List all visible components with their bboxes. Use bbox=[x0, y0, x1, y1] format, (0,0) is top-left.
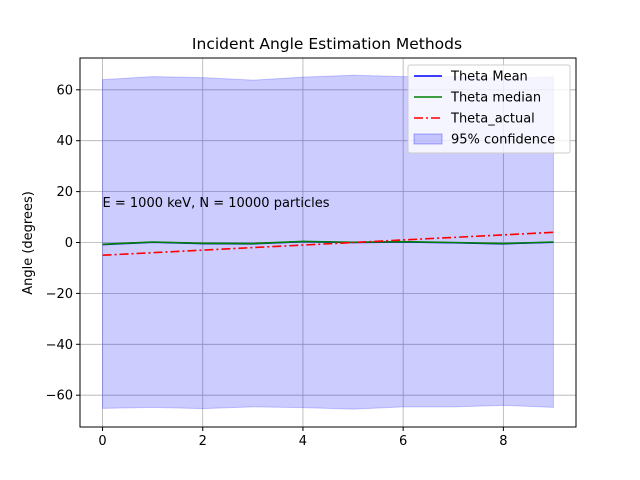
legend-swatch-95-confidence bbox=[413, 133, 443, 145]
x-tick-label: 8 bbox=[499, 434, 507, 449]
y-tick-label: 20 bbox=[56, 185, 73, 200]
x-tick-label: 2 bbox=[199, 434, 207, 449]
y-axis-label: Angle (degrees) bbox=[21, 191, 36, 295]
chart-title: Incident Angle Estimation Methods bbox=[192, 35, 462, 53]
y-tick-label: −60 bbox=[46, 389, 73, 404]
series-lines bbox=[102, 231, 554, 257]
legend-label-theta-actual: Theta_actual bbox=[450, 112, 535, 127]
y-tick-label: −40 bbox=[46, 338, 73, 353]
annotation-text: E = 1000 keV, N = 10000 particles bbox=[103, 196, 330, 211]
x-tick-label: 4 bbox=[299, 434, 307, 449]
legend-box bbox=[407, 64, 571, 154]
legend: Theta Mean Theta median Theta_actual 95% co… bbox=[407, 64, 571, 154]
series-line-theta-actual bbox=[102, 231, 554, 257]
y-tick-label: −20 bbox=[46, 287, 73, 302]
series-line-theta-median bbox=[102, 240, 554, 246]
y-tick-label: 60 bbox=[56, 83, 73, 98]
y-tick-label: 40 bbox=[56, 134, 73, 149]
x-tick-label: 0 bbox=[98, 434, 106, 449]
legend-label-95-confidence: 95% confidence bbox=[451, 133, 555, 148]
legend-label-theta-median: Theta median bbox=[450, 91, 541, 106]
y-tick-label: 0 bbox=[65, 236, 73, 251]
x-tick-label: 6 bbox=[399, 434, 407, 449]
legend-label-theta-mean: Theta Mean bbox=[450, 70, 528, 85]
axes: 0 2 4 6 8 −60 −40 −20 0 20 40 60 bbox=[46, 57, 577, 449]
